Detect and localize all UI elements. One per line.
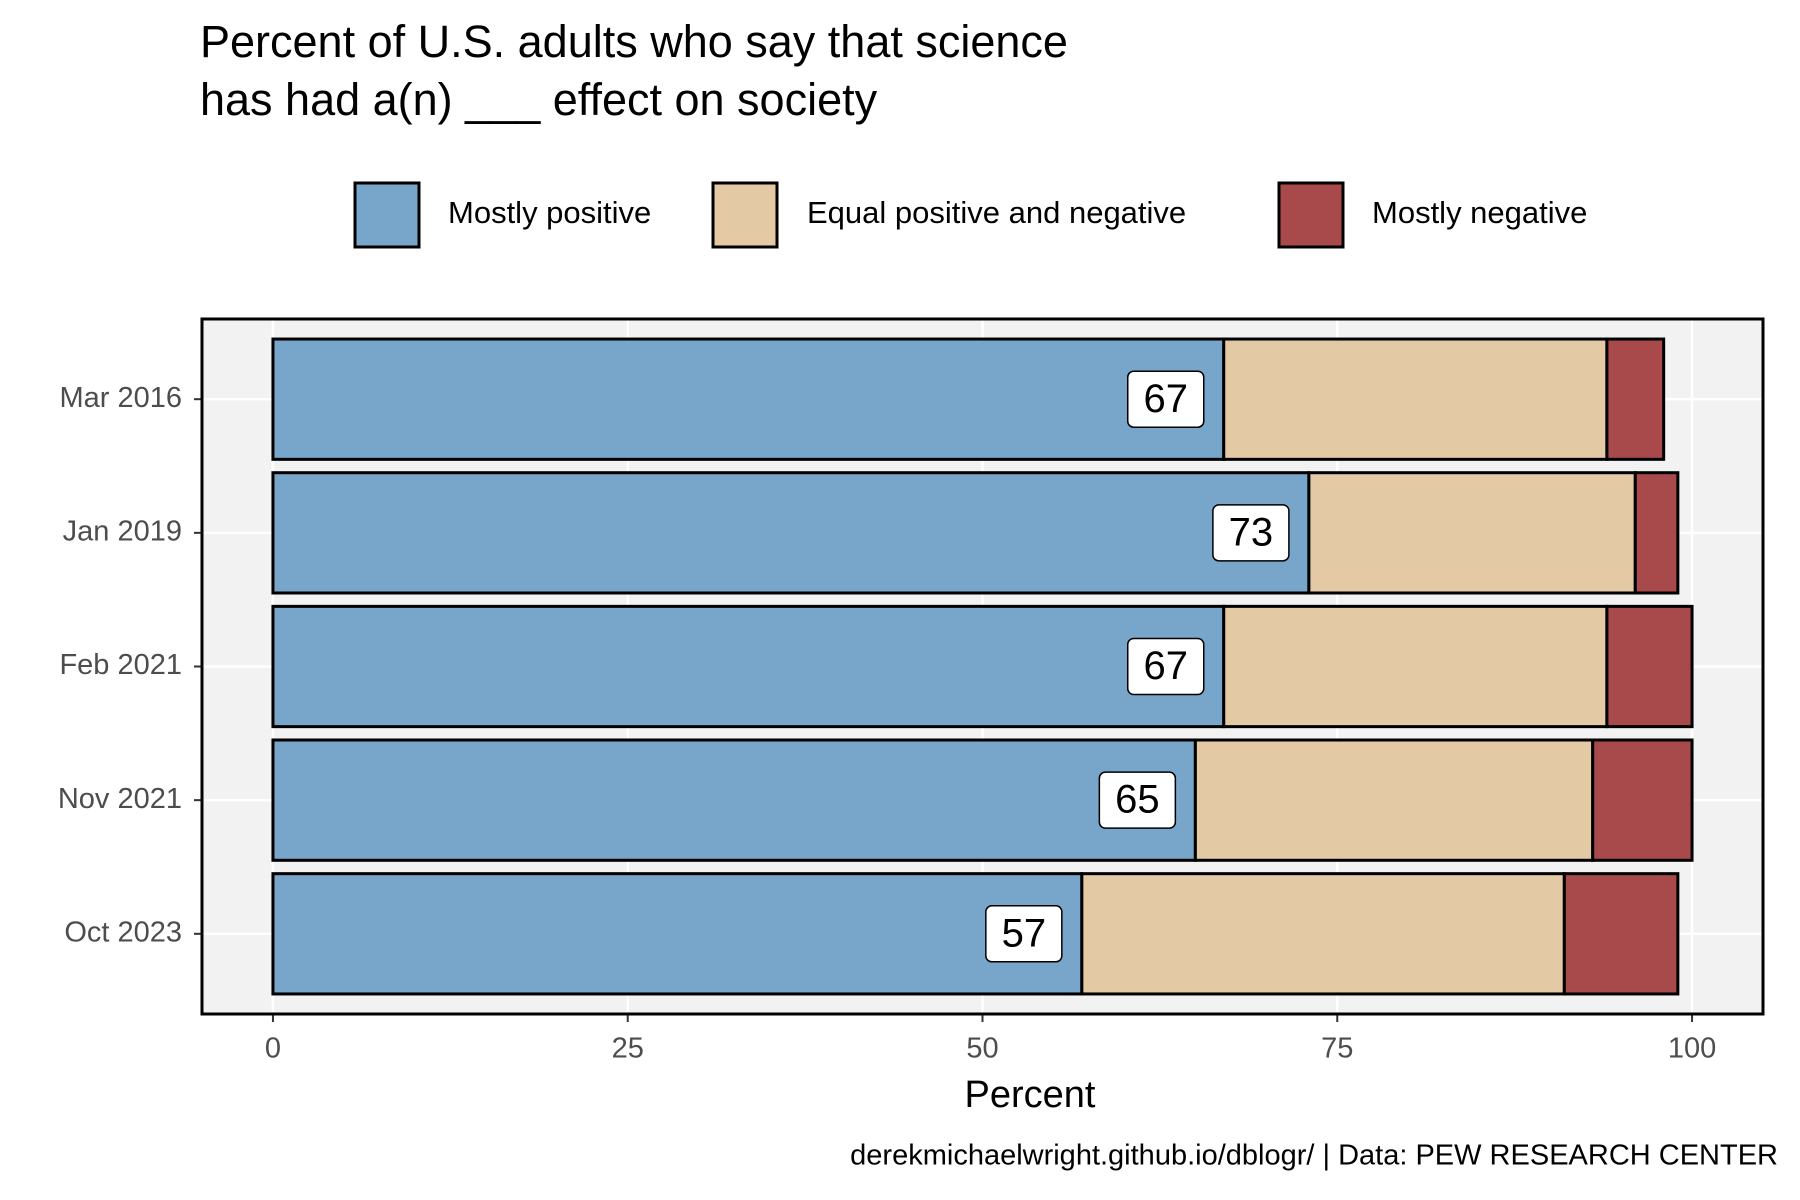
bar-segment [1307, 471, 1637, 595]
data-label-text: 67 [1143, 644, 1188, 688]
data-label-box [1126, 370, 1205, 428]
data-label-text: 65 [1115, 778, 1160, 822]
data-label: 67 [1126, 637, 1205, 696]
bar-segment [1562, 872, 1680, 996]
x-axis-title: Percent [965, 1074, 1096, 1116]
bar-segment [271, 604, 1226, 729]
bar-segment [1605, 604, 1694, 729]
x-tick-label: 100 [1668, 1033, 1716, 1065]
data-label-box [1126, 637, 1205, 696]
x-tick-label: 0 [265, 1033, 281, 1065]
data-label: 73 [1212, 504, 1290, 562]
bar-segment [1222, 604, 1609, 729]
data-label: 57 [985, 905, 1063, 963]
bar-segment [1605, 337, 1666, 461]
legend-key [711, 181, 779, 249]
plot-border [200, 317, 1765, 1016]
data-label: 67 [1126, 370, 1205, 428]
y-tick-label: Mar 2016 [59, 382, 182, 414]
legend-label: Mostly negative [1372, 195, 1587, 230]
bar-segment [1080, 872, 1566, 996]
y-tick-label: Feb 2021 [59, 649, 182, 681]
data-label-text: 57 [1002, 911, 1047, 955]
caption: derekmichaelwright.github.io/dblogr/ | D… [850, 1140, 1778, 1172]
data-label-text: 67 [1143, 377, 1188, 421]
data-label: 65 [1098, 771, 1177, 829]
legend-key [353, 181, 421, 249]
bar-segment [1633, 471, 1680, 595]
legend-label: Mostly positive [448, 195, 651, 230]
x-tick-label: 25 [612, 1033, 644, 1065]
chart-title: Percent of U.S. adults who say that scie… [200, 16, 1068, 125]
bar-segment [1222, 337, 1609, 461]
data-label-text: 73 [1229, 510, 1274, 554]
bar-segment [271, 872, 1084, 996]
x-tick-label: 50 [966, 1033, 998, 1065]
y-tick-label: Nov 2021 [58, 783, 182, 815]
data-label-box [1098, 771, 1177, 829]
bar-segment [271, 471, 1311, 595]
data-label-box [985, 905, 1063, 963]
legend-label: Equal positive and negative [807, 195, 1186, 230]
bar-segment [1193, 738, 1595, 862]
y-tick-label: Oct 2023 [64, 916, 182, 948]
bar-segment [1591, 738, 1694, 862]
data-label-box [1212, 504, 1290, 562]
x-tick-label: 75 [1321, 1033, 1353, 1065]
bar-segment [271, 337, 1226, 461]
bar-segment [271, 738, 1197, 862]
legend-key [1277, 181, 1345, 249]
y-tick-label: Jan 2019 [63, 516, 182, 548]
